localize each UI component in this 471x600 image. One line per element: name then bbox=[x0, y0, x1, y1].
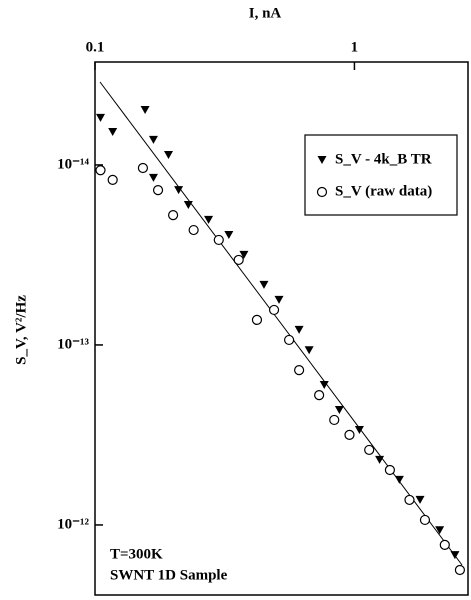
point bbox=[95, 165, 106, 176]
point bbox=[213, 234, 224, 246]
y-axis-title: S_V, V²/Hz bbox=[13, 295, 29, 365]
point bbox=[304, 346, 314, 355]
point bbox=[259, 280, 269, 289]
point bbox=[450, 551, 460, 560]
point bbox=[137, 162, 149, 174]
y-tick-label: 10⁻¹⁴ bbox=[57, 156, 89, 172]
point bbox=[152, 185, 164, 196]
point bbox=[148, 135, 158, 144]
y-tick-label: 10⁻¹² bbox=[57, 516, 89, 532]
point bbox=[329, 414, 340, 426]
point bbox=[319, 381, 329, 390]
legend-marker bbox=[316, 186, 328, 198]
point bbox=[344, 429, 355, 440]
point bbox=[334, 406, 344, 415]
point bbox=[274, 295, 284, 304]
point bbox=[167, 210, 179, 221]
point bbox=[268, 304, 280, 316]
point bbox=[294, 325, 304, 334]
point bbox=[188, 224, 199, 236]
point bbox=[233, 254, 244, 266]
point bbox=[435, 526, 445, 535]
point bbox=[404, 494, 415, 506]
point bbox=[454, 564, 466, 576]
legend bbox=[304, 134, 458, 216]
point bbox=[204, 215, 214, 224]
point bbox=[239, 250, 249, 259]
point bbox=[419, 514, 431, 526]
point bbox=[251, 314, 263, 326]
point bbox=[224, 230, 234, 239]
legend-label: S_V (raw data) bbox=[335, 183, 432, 199]
point bbox=[294, 365, 305, 376]
point bbox=[148, 173, 158, 182]
point bbox=[375, 455, 385, 464]
annotation: T=300K bbox=[110, 546, 163, 562]
y-tick-label: 10⁻¹³ bbox=[57, 336, 89, 352]
point bbox=[439, 539, 450, 550]
point bbox=[354, 426, 364, 435]
point bbox=[415, 495, 425, 504]
point bbox=[174, 186, 184, 195]
point bbox=[95, 113, 105, 122]
point bbox=[314, 390, 325, 401]
x-tick-label: 1 bbox=[351, 39, 359, 55]
x-tick-label: 0.1 bbox=[86, 39, 105, 55]
point bbox=[163, 150, 173, 159]
point bbox=[384, 464, 396, 476]
annotation: SWNT 1D Sample bbox=[110, 567, 228, 583]
legend-label: S_V - 4k_B TR bbox=[335, 151, 432, 167]
point bbox=[183, 201, 193, 210]
x-axis-title: I, nA bbox=[249, 5, 282, 21]
point bbox=[140, 105, 150, 114]
point bbox=[364, 444, 375, 456]
plot-frame bbox=[94, 61, 469, 596]
point bbox=[107, 174, 118, 185]
fit-line bbox=[99, 81, 463, 566]
point bbox=[108, 127, 118, 136]
point bbox=[394, 475, 404, 484]
legend-marker bbox=[317, 156, 327, 164]
point bbox=[284, 334, 295, 346]
